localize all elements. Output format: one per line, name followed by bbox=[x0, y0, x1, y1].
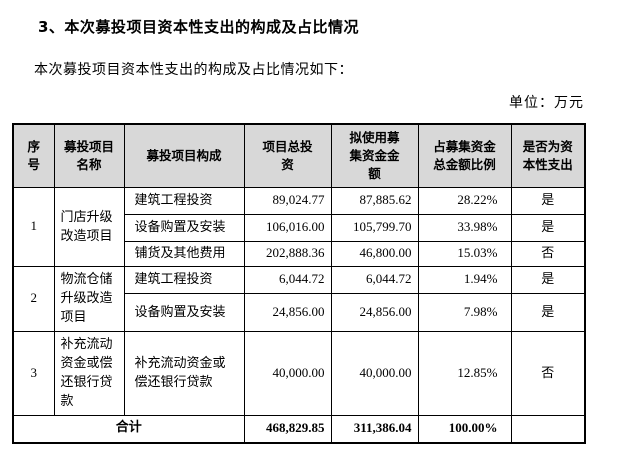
project-name: 物流仓储升级改造项目 bbox=[53, 265, 125, 332]
group-no: 2 bbox=[12, 265, 55, 332]
raised-funds: 46,800.00 bbox=[330, 240, 419, 267]
is-capital: 是 bbox=[510, 186, 586, 215]
total-investment: 89,024.77 bbox=[243, 186, 332, 215]
component: 设备购置及安装 bbox=[123, 292, 245, 332]
total-investment: 6,044.72 bbox=[243, 265, 332, 294]
raised-funds: 6,044.72 bbox=[330, 265, 419, 294]
group-no: 1 bbox=[12, 186, 55, 267]
total-investment: 40,000.00 bbox=[243, 330, 332, 416]
table-row: 2 物流仓储升级改造项目 建筑工程投资 6,044.72 6,044.72 1.… bbox=[12, 265, 586, 332]
total-investment-sum: 468,829.85 bbox=[243, 414, 332, 444]
ratio: 28.22% bbox=[417, 186, 512, 215]
col-header-raised-funds: 拟使用募 集资金金 额 bbox=[330, 123, 419, 188]
col-header-no: 序 号 bbox=[12, 123, 55, 188]
ratio: 1.94% bbox=[417, 265, 512, 294]
table-row: 设备购置及安装 106,016.00 105,799.70 33.98% 是 bbox=[13, 213, 586, 242]
raised-funds: 105,799.70 bbox=[330, 213, 419, 242]
component: 建筑工程投资 bbox=[123, 265, 245, 294]
total-row: 合计 468,829.85 311,386.04 100.00% bbox=[12, 414, 586, 444]
raised-funds: 87,885.62 bbox=[330, 186, 419, 215]
col-header-ratio: 占募集资金 总金额比例 bbox=[417, 123, 512, 188]
ratio: 7.98% bbox=[417, 292, 512, 332]
col-header-composition: 募投项目构成 bbox=[123, 123, 245, 188]
table-row: 1 门店升级改造项目 建筑工程投资 89,024.77 87,885.62 28… bbox=[12, 186, 586, 267]
component: 设备购置及安装 bbox=[123, 213, 245, 242]
raised-funds-sum: 311,386.04 bbox=[330, 414, 419, 444]
total-label: 合计 bbox=[12, 414, 245, 444]
is-capital: 是 bbox=[510, 292, 586, 332]
col-header-total-investment: 项目总投 资 bbox=[243, 123, 332, 188]
table-row: 铺货及其他费用 202,888.36 46,800.00 15.03% 否 bbox=[13, 240, 586, 267]
group-no: 3 bbox=[12, 330, 55, 416]
section-heading: 3、本次募投项目资本性支出的构成及占比情况 bbox=[38, 18, 359, 36]
col-header-is-capital: 是否为资 本性支出 bbox=[510, 123, 586, 188]
raised-funds: 40,000.00 bbox=[330, 330, 419, 416]
capex-table: 序 号 募投项目 名称 募投项目构成 项目总投 资 拟使用募 集资金金 额 占募… bbox=[12, 123, 586, 444]
col-header-project-name: 募投项目 名称 bbox=[53, 123, 125, 188]
raised-funds: 24,856.00 bbox=[330, 292, 419, 332]
table-row: 3 补充流动资金或偿还银行贷款 补充流动资金或偿还银行贷款 40,000.00 … bbox=[12, 330, 586, 416]
total-investment: 202,888.36 bbox=[243, 240, 332, 267]
is-capital: 否 bbox=[510, 330, 586, 416]
ratio: 15.03% bbox=[417, 240, 512, 267]
unit-label: 单位：万元 bbox=[509, 96, 584, 111]
intro-text: 本次募投项目资本性支出的构成及占比情况如下： bbox=[34, 63, 353, 78]
ratio: 33.98% bbox=[417, 213, 512, 242]
is-capital: 是 bbox=[510, 213, 586, 242]
total-investment: 24,856.00 bbox=[243, 292, 332, 332]
total-investment: 106,016.00 bbox=[243, 213, 332, 242]
component: 铺货及其他费用 bbox=[123, 240, 245, 267]
component: 补充流动资金或偿还银行贷款 bbox=[123, 330, 245, 416]
component: 建筑工程投资 bbox=[123, 186, 245, 215]
header-row: 序 号 募投项目 名称 募投项目构成 项目总投 资 拟使用募 集资金金 额 占募… bbox=[12, 123, 586, 188]
ratio-sum: 100.00% bbox=[417, 414, 512, 444]
is-capital: 是 bbox=[510, 265, 586, 294]
project-name: 补充流动资金或偿还银行贷款 bbox=[53, 330, 125, 416]
is-capital: 否 bbox=[510, 240, 586, 267]
table-row: 设备购置及安装 24,856.00 24,856.00 7.98% 是 bbox=[13, 292, 586, 332]
ratio: 12.85% bbox=[417, 330, 512, 416]
is-capital-sum bbox=[510, 414, 586, 444]
project-name: 门店升级改造项目 bbox=[53, 186, 125, 267]
